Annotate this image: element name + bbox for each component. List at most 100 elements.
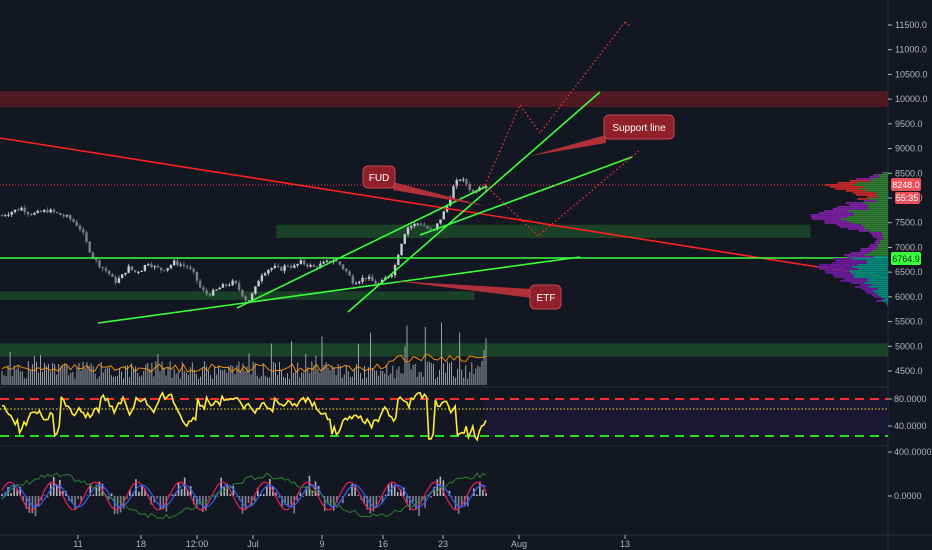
candle-body[interactable] <box>159 267 163 271</box>
candle-body[interactable] <box>133 270 137 272</box>
long-support-line[interactable] <box>97 256 581 324</box>
candle-body[interactable] <box>400 243 403 255</box>
candle-body[interactable] <box>429 228 432 230</box>
candle-body[interactable] <box>244 296 247 301</box>
candle-body[interactable] <box>56 211 59 213</box>
candle-body[interactable] <box>20 207 23 211</box>
candle-body[interactable] <box>163 270 166 272</box>
candle-body[interactable] <box>30 214 33 216</box>
candle-body[interactable] <box>111 273 114 277</box>
candle-body[interactable] <box>215 289 218 291</box>
candle-body[interactable] <box>367 276 371 279</box>
candle-body[interactable] <box>390 275 393 277</box>
candle-body[interactable] <box>192 269 195 272</box>
candle-body[interactable] <box>117 278 121 283</box>
candle-body[interactable] <box>260 275 264 281</box>
candle-body[interactable] <box>328 260 332 263</box>
candle-body[interactable] <box>49 209 52 213</box>
candle-body[interactable] <box>452 186 455 198</box>
candle-body[interactable] <box>33 212 36 215</box>
candle-body[interactable] <box>208 293 212 296</box>
candle-body[interactable] <box>484 186 488 188</box>
volume-zone[interactable] <box>0 343 889 357</box>
candle-body[interactable] <box>296 263 299 266</box>
candle-body[interactable] <box>104 268 108 271</box>
candle-body[interactable] <box>228 284 231 286</box>
candle-body[interactable] <box>315 266 319 268</box>
candle-body[interactable] <box>348 271 351 276</box>
momentum-histogram[interactable] <box>1 472 487 520</box>
candle-body[interactable] <box>23 207 26 213</box>
candle-body[interactable] <box>309 264 312 267</box>
candle-body[interactable] <box>335 260 338 262</box>
candle-body[interactable] <box>263 273 267 276</box>
candle-body[interactable] <box>302 260 306 265</box>
candle-body[interactable] <box>195 271 199 281</box>
downtrend-line[interactable] <box>0 137 889 279</box>
candle-body[interactable] <box>62 215 65 217</box>
candle-body[interactable] <box>72 219 75 222</box>
candle-body[interactable] <box>185 265 189 268</box>
candle-body[interactable] <box>442 211 445 220</box>
candle-body[interactable] <box>468 184 471 191</box>
alt-projection-path[interactable] <box>484 149 641 237</box>
candle-body[interactable] <box>176 260 179 266</box>
candle-body[interactable] <box>153 266 156 268</box>
candle-body[interactable] <box>13 209 17 213</box>
candle-body[interactable] <box>59 212 62 216</box>
candle-body[interactable] <box>322 261 325 264</box>
candle-body[interactable] <box>406 227 410 235</box>
candle-body[interactable] <box>462 179 465 181</box>
annotation-fud[interactable]: FUD <box>362 165 485 206</box>
candle-body[interactable] <box>211 290 215 296</box>
candle-body[interactable] <box>166 268 169 271</box>
candle-body[interactable] <box>455 180 458 187</box>
candle-body[interactable] <box>172 260 176 266</box>
candle-body[interactable] <box>247 300 251 302</box>
candle-body[interactable] <box>224 284 228 286</box>
candle-body[interactable] <box>88 241 91 253</box>
candle-body[interactable] <box>416 223 419 225</box>
candle-body[interactable] <box>43 210 46 212</box>
candle-body[interactable] <box>7 214 10 216</box>
candle-body[interactable] <box>0 215 4 217</box>
candle-body[interactable] <box>82 229 85 233</box>
fud-callout-box[interactable] <box>362 165 396 189</box>
candle-body[interactable] <box>189 267 192 270</box>
candle-body[interactable] <box>143 264 147 271</box>
candle-body[interactable] <box>218 287 221 290</box>
candle-body[interactable] <box>341 264 345 269</box>
steep-support-line[interactable] <box>347 91 601 313</box>
candle-body[interactable] <box>289 266 293 268</box>
candle-body[interactable] <box>364 277 368 279</box>
candle-body[interactable] <box>156 266 160 268</box>
candle-body[interactable] <box>46 210 49 213</box>
candle-body[interactable] <box>312 264 316 267</box>
candle-body[interactable] <box>286 265 290 267</box>
candle-body[interactable] <box>283 265 286 271</box>
candle-body[interactable] <box>299 260 303 264</box>
support-callout-box[interactable] <box>603 114 675 140</box>
candle-body[interactable] <box>426 226 429 229</box>
candle-body[interactable] <box>361 277 364 282</box>
candle-body[interactable] <box>250 293 254 301</box>
bull-projection-path[interactable] <box>484 21 626 186</box>
candle-body[interactable] <box>91 252 95 258</box>
candle-body[interactable] <box>101 267 104 269</box>
candle-body[interactable] <box>107 270 111 274</box>
candle-body[interactable] <box>4 215 7 217</box>
candle-body[interactable] <box>17 209 20 211</box>
candle-body[interactable] <box>397 254 400 266</box>
annotation-support-line[interactable]: Support line <box>530 114 675 156</box>
candle-body[interactable] <box>449 197 452 206</box>
candle-body[interactable] <box>423 224 426 227</box>
candle-body[interactable] <box>471 190 475 193</box>
resistance-zone[interactable] <box>0 91 889 108</box>
candle-body[interactable] <box>234 280 238 284</box>
candle-body[interactable] <box>354 283 358 285</box>
candle-body[interactable] <box>146 264 150 266</box>
candle-body[interactable] <box>39 210 43 212</box>
mid-support-line[interactable] <box>236 185 488 309</box>
candle-body[interactable] <box>78 225 82 230</box>
